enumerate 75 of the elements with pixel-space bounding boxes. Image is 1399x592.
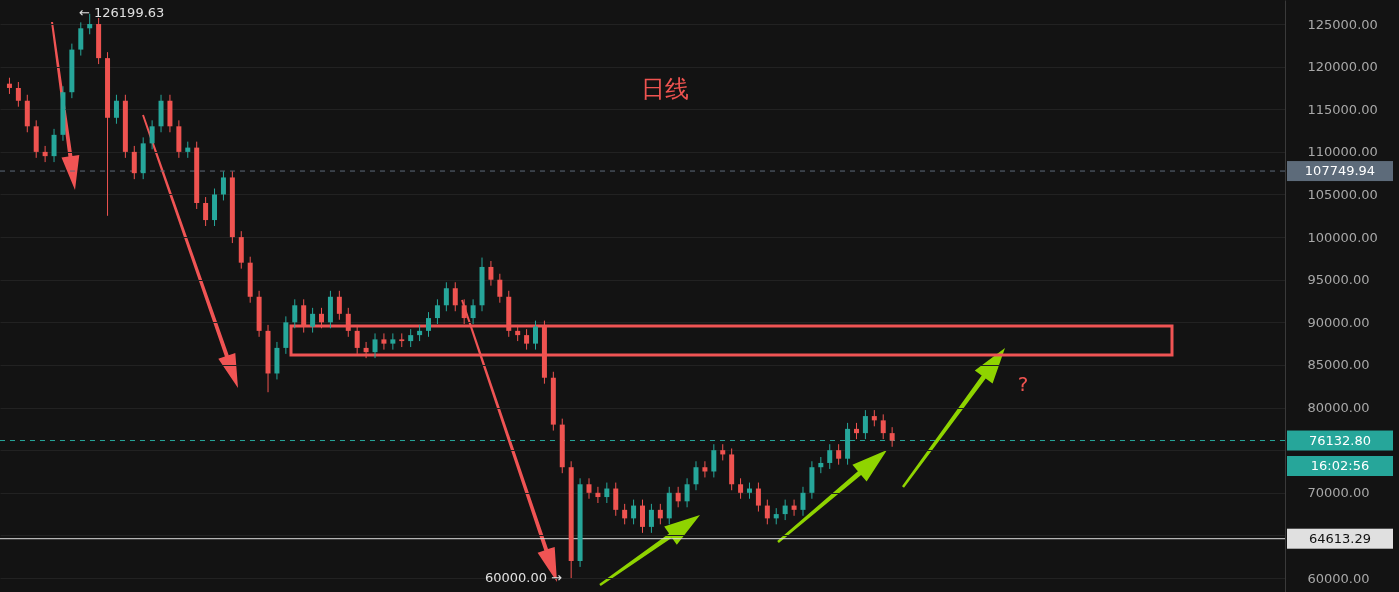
ref-line-label: 64613.29 bbox=[1308, 530, 1372, 546]
candlestick bbox=[461, 298, 467, 325]
text: 16:02:56 bbox=[1310, 458, 1370, 473]
y-tick-label: 85000.00 bbox=[1307, 357, 1370, 373]
annotation: ← 126199.63 bbox=[79, 5, 165, 20]
candlestick bbox=[524, 328, 530, 351]
candlestick bbox=[345, 307, 351, 338]
y-tick-label: 90000.00 bbox=[1307, 314, 1370, 330]
annotation: ? bbox=[1017, 372, 1029, 396]
candlestick bbox=[880, 413, 886, 440]
y-tick-label: 115000.00 bbox=[1307, 101, 1378, 117]
candlestick bbox=[889, 426, 895, 448]
candlestick bbox=[595, 486, 601, 504]
y-tick-label: 60000.00 bbox=[1307, 570, 1370, 586]
candlestick bbox=[631, 499, 637, 525]
y-tick-label: 100000.00 bbox=[1307, 229, 1378, 245]
candlestick bbox=[675, 486, 681, 508]
candlestick bbox=[702, 460, 708, 478]
candlestick bbox=[827, 443, 833, 470]
candlestick bbox=[78, 21, 84, 57]
candlestick bbox=[755, 482, 761, 513]
y-tick-label: 80000.00 bbox=[1307, 400, 1370, 416]
annotation: 60000.00 → bbox=[484, 570, 563, 585]
candlestick bbox=[782, 499, 788, 521]
candlestick bbox=[220, 170, 226, 201]
candlestick bbox=[497, 273, 503, 304]
candlestick bbox=[648, 503, 654, 534]
candlestick bbox=[51, 128, 57, 163]
candlestick bbox=[711, 443, 717, 478]
candlestick bbox=[862, 409, 868, 440]
candlestick bbox=[443, 281, 449, 312]
y-tick-label: 110000.00 bbox=[1307, 144, 1378, 160]
candlestick bbox=[310, 307, 316, 334]
candlestick bbox=[764, 499, 770, 525]
candlestick bbox=[319, 307, 325, 329]
candlestick bbox=[42, 145, 48, 163]
candlestick bbox=[434, 298, 440, 325]
candlestick bbox=[15, 81, 21, 108]
candlestick bbox=[452, 281, 458, 312]
candlestick bbox=[354, 324, 360, 355]
candlestick bbox=[131, 145, 137, 180]
candlestick bbox=[470, 298, 476, 325]
candlestick bbox=[613, 482, 619, 517]
candlestick bbox=[488, 260, 494, 287]
candlestick bbox=[791, 499, 797, 517]
y-tick-label: 125000.00 bbox=[1307, 16, 1378, 32]
candlestick bbox=[622, 503, 628, 525]
candlestick bbox=[640, 499, 645, 534]
ref-line-label: 76132.80 bbox=[1308, 432, 1372, 448]
candlestick bbox=[381, 332, 387, 351]
candlestick bbox=[604, 482, 610, 504]
candlestick bbox=[113, 94, 119, 125]
candlestick bbox=[738, 477, 744, 500]
candlestick bbox=[149, 119, 155, 150]
candlestick bbox=[203, 196, 209, 227]
y-tick-label: 105000.00 bbox=[1307, 186, 1378, 202]
y-tick-label: 70000.00 bbox=[1307, 485, 1370, 501]
candlestick bbox=[693, 460, 699, 491]
candlestick bbox=[426, 311, 432, 338]
candlestick bbox=[363, 341, 369, 359]
annotation: 日线 bbox=[641, 75, 689, 103]
candlestick bbox=[836, 443, 842, 466]
y-tick-label: 120000.00 bbox=[1307, 59, 1378, 75]
y-tick-label: 95000.00 bbox=[1307, 272, 1370, 288]
candlestick bbox=[301, 298, 307, 334]
candlestick bbox=[533, 320, 539, 351]
candlestick bbox=[586, 477, 592, 500]
candlestick bbox=[684, 477, 690, 508]
candlestick bbox=[292, 298, 298, 329]
candlestick bbox=[800, 486, 806, 517]
ref-line-label: 107749.94 bbox=[1304, 163, 1376, 179]
candlestick bbox=[372, 332, 378, 359]
candlestick bbox=[657, 503, 663, 525]
candlestick bbox=[87, 13, 93, 35]
candlestick bbox=[336, 290, 342, 321]
